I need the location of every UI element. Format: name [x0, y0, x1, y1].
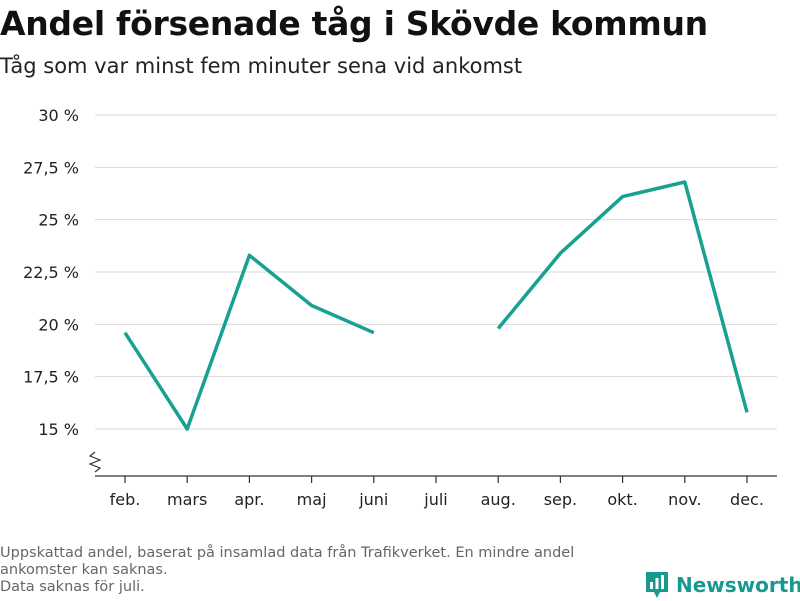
y-axis-tick-labels: 15 % 17,5 % 20 % 22,5 % 25 % 27,5 % 30 % [23, 106, 79, 439]
brand-logo: Newsworthy [644, 569, 800, 601]
x-tick-label: okt. [607, 490, 637, 509]
x-tick-label: juni [358, 490, 388, 509]
x-tick-label: feb. [110, 490, 141, 509]
x-tick-label: sep. [544, 490, 577, 509]
brand-name: Newsworthy [676, 573, 800, 597]
x-tick-label: mars [167, 490, 207, 509]
footnote-line-3: Data saknas för juli. [0, 579, 145, 595]
x-tick-label: juli [423, 490, 447, 509]
series-line-segment [496, 180, 749, 413]
x-tick-label: dec. [730, 490, 764, 509]
chart-subtitle: Tåg som var minst fem minuter sena vid a… [0, 54, 523, 78]
x-axis [88, 451, 777, 477]
chart-title: Andel försenade tåg i Skövde kommun [0, 4, 708, 43]
bar-chart-logo-icon [646, 572, 668, 598]
y-tick-label: 22,5 % [23, 263, 79, 282]
x-tick-label: apr. [234, 490, 264, 509]
x-tick-label: maj [297, 490, 327, 509]
y-tick-label: 15 % [38, 420, 79, 439]
y-tick-label: 30 % [38, 106, 79, 125]
x-axis-ticks: feb. mars apr. maj juni juli aug. sep. okt. nov. d… [110, 476, 764, 509]
series-lines [123, 180, 749, 431]
footnote-line-1: Uppskattad andel, baserat på insamlad da… [0, 545, 575, 561]
footnote: Uppskattad andel, baserat på insamlad da… [0, 545, 640, 596]
axis-break-icon [88, 451, 102, 473]
line-chart: 15 % 17,5 % 20 % 22,5 % 25 % 27,5 % 30 % feb. m… [23, 106, 777, 509]
y-tick-label: 27,5 % [23, 158, 79, 177]
y-tick-label: 17,5 % [23, 368, 79, 387]
y-tick-label: 25 % [38, 211, 79, 230]
gridlines [95, 114, 777, 430]
series-line-segment [123, 253, 375, 431]
x-tick-label: aug. [481, 490, 516, 509]
footnote-line-2: ankomster kan saknas. [0, 562, 168, 578]
x-tick-label: nov. [668, 490, 701, 509]
y-tick-label: 20 % [38, 315, 79, 334]
